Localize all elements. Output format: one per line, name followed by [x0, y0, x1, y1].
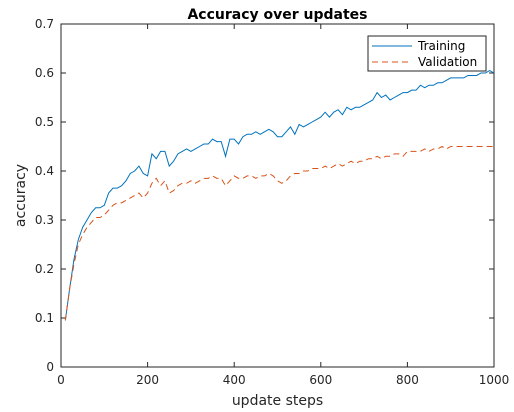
legend-box	[367, 35, 487, 72]
x-tick-label: 800	[396, 373, 419, 387]
axis-ticks: 0 200 400 600 800 1000 0 0.1 0.2 0.3 0.4 0.5 0.6 0.7	[35, 17, 509, 387]
legend-label-training: Training	[417, 39, 465, 53]
x-axis-label: update steps	[232, 393, 323, 409]
y-axis-label: accuracy	[13, 164, 29, 227]
chart-title: Accuracy over updates	[187, 7, 367, 23]
series-line-training	[64, 69, 495, 321]
legend: Training Validation	[367, 35, 487, 72]
x-tick-label: 1000	[479, 373, 510, 387]
y-tick-label: 0.4	[35, 164, 54, 178]
x-tick-label: 600	[309, 373, 332, 387]
y-tick-label: 0.5	[35, 115, 54, 129]
y-tick-label: 0.3	[35, 213, 54, 227]
x-tick-label: 200	[136, 373, 159, 387]
series-line-validation	[64, 145, 494, 321]
y-tick-label: 0.6	[35, 66, 54, 80]
y-tick-label: 0	[46, 360, 54, 374]
series-layer	[64, 69, 495, 321]
y-tick-label: 0.1	[35, 311, 54, 325]
y-tick-label: 0.2	[35, 262, 54, 276]
legend-label-validation: Validation	[418, 55, 477, 69]
x-tick-label: 0	[57, 373, 65, 387]
y-tick-label: 0.7	[35, 17, 54, 31]
x-tick-label: 400	[223, 373, 246, 387]
plot-background	[60, 23, 495, 368]
